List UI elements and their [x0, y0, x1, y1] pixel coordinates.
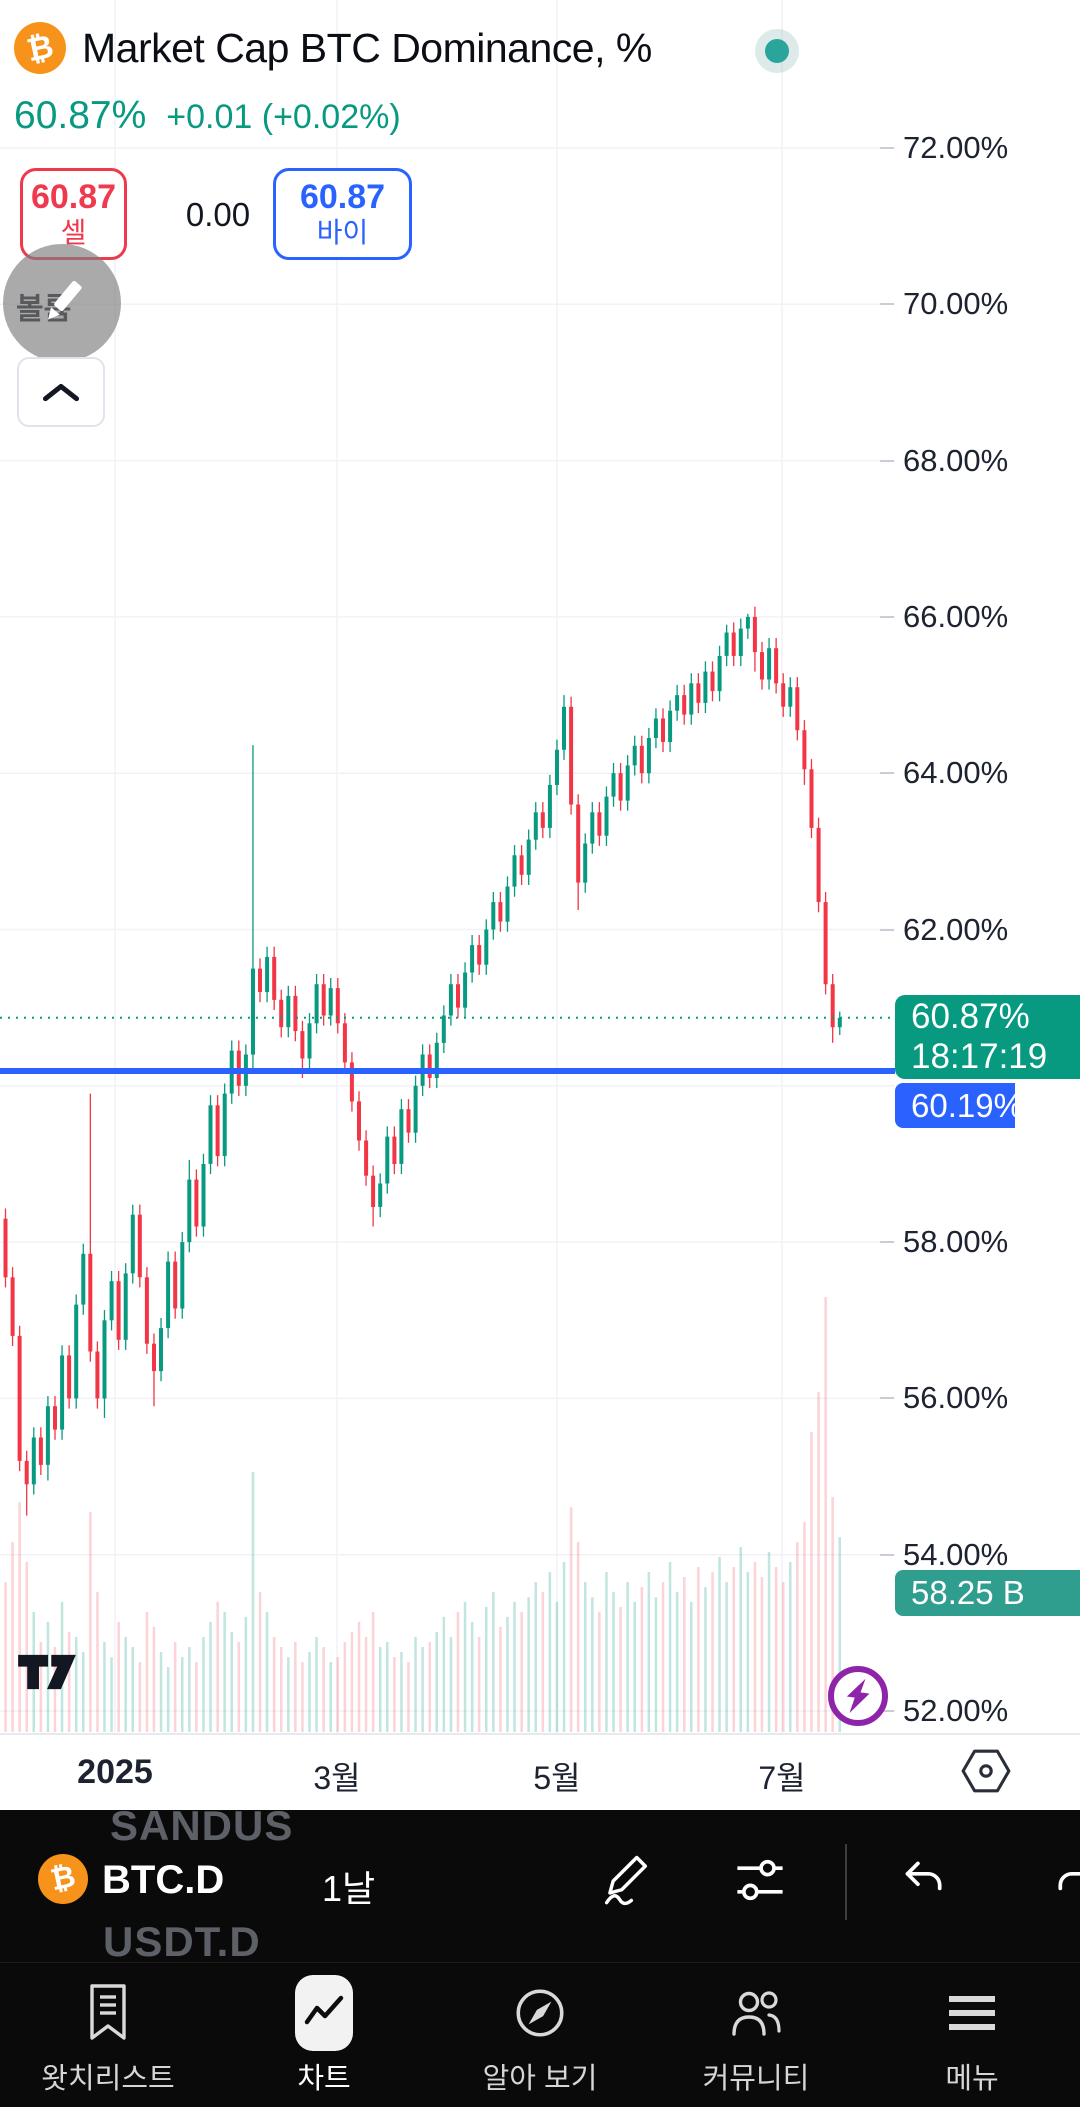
price-scale-label: 68.00%	[903, 442, 1009, 478]
undo-button[interactable]	[894, 1854, 948, 1909]
price-change: +0.01 (+0.02%)	[166, 98, 401, 136]
price-row: 60.87% +0.01 (+0.02%)	[14, 94, 401, 138]
last-price: 60.87%	[14, 94, 147, 137]
collapse-header-button[interactable]	[17, 357, 105, 427]
draw-pencil-icon	[604, 1855, 648, 1906]
chart-icon	[295, 1975, 353, 2051]
price-scale-label: 64.00%	[903, 755, 1009, 791]
spread-value: 0.00	[185, 196, 251, 233]
indicator-settings-button[interactable]	[732, 1854, 788, 1911]
price-scale-label: 66.00%	[903, 598, 1009, 634]
symbol-title: Market Cap BTC Dominance, %	[82, 24, 652, 71]
redo-button[interactable]	[1052, 1854, 1080, 1909]
draw-fab-button[interactable]	[3, 244, 121, 362]
blue-line-value: 60.19%	[911, 1086, 1023, 1124]
time-scale-label: 7월	[758, 1760, 806, 1796]
chevron-up-icon	[42, 383, 80, 402]
hexagon-settings-icon	[961, 1749, 1011, 1793]
price-scale-tick	[880, 459, 894, 462]
tradingview-logo[interactable]	[16, 1648, 78, 1701]
nav-watchlist[interactable]: 왓치리스트	[0, 1963, 216, 2107]
price-scale-tick	[880, 303, 894, 306]
undo-icon	[905, 1861, 942, 1891]
sliders-icon	[737, 1859, 783, 1901]
price-scale-tick	[880, 1241, 894, 1244]
time-scale-label: 5월	[533, 1760, 581, 1796]
price-scale-tick	[880, 928, 894, 931]
volume-value-tag: 58.25 B	[895, 1570, 1080, 1616]
nav-chart[interactable]: 차트	[216, 1963, 432, 2107]
symbol-header[interactable]: ₿ Market Cap BTC Dominance, %	[14, 22, 652, 74]
bar-countdown: 18:17:19	[911, 1037, 1048, 1076]
toolbar-divider	[845, 1844, 847, 1920]
nav-explore[interactable]: 알아 보기	[432, 1963, 648, 2107]
price-scale-label: 72.00%	[903, 130, 1009, 165]
volume-value: 58.25 B	[911, 1574, 1025, 1611]
buy-button[interactable]: 60.87 바이	[273, 168, 412, 260]
price-scale-label: 62.00%	[903, 911, 1009, 947]
last-price-tag-value: 60.87%	[911, 997, 1030, 1036]
time-scale[interactable]: 2025 3월 5월 7월	[0, 1733, 1080, 1809]
price-scale-tick	[880, 615, 894, 618]
market-status-dot[interactable]	[765, 39, 789, 63]
hamburger-menu-icon	[946, 1973, 998, 2053]
sell-price: 60.87	[30, 178, 117, 217]
lightning-icon	[846, 1678, 870, 1713]
price-scale-label: 58.00%	[903, 1224, 1009, 1260]
price-scale-tick	[880, 1553, 894, 1556]
price-scale[interactable]: 52.00% 54.00% 56.00% 58.00% 62.00% 64.00% 66.0…	[880, 0, 1080, 1733]
price-scale-label: 70.00%	[903, 286, 1009, 322]
chart-settings-button[interactable]	[960, 1748, 1012, 1799]
nav-community[interactable]: 커뮤니티	[648, 1963, 864, 2107]
compass-icon	[511, 1973, 569, 2053]
watchlist-icon	[82, 1973, 134, 2053]
nav-explore-label: 알아 보기	[482, 2063, 598, 2095]
redo-icon	[1058, 1871, 1080, 1891]
sell-label: 셀	[60, 217, 87, 249]
buy-price: 60.87	[299, 178, 386, 217]
price-scale-tick	[880, 1397, 894, 1400]
nav-menu[interactable]: 메뉴	[864, 1963, 1080, 2107]
blue-line-price-tag: 60.19%	[895, 1083, 1023, 1128]
time-scale-label: 3월	[313, 1760, 361, 1796]
nav-menu-label: 메뉴	[945, 2063, 999, 2095]
last-price-tag: 60.87% 18:17:19	[895, 995, 1080, 1079]
ghost-symbol-top: SANDUS	[110, 1810, 294, 1849]
toolbar-symbol-button[interactable]: BTC.D	[102, 1858, 225, 1902]
draw-tool-button[interactable]	[598, 1850, 654, 1913]
nav-community-label: 커뮤니티	[702, 2063, 810, 2095]
interval-button[interactable]: 1날	[322, 1868, 376, 1909]
price-scale-tick	[880, 147, 894, 149]
price-scale-tick	[880, 1710, 894, 1712]
bitcoin-icon: ₿	[14, 22, 66, 74]
toolbar-bitcoin-icon[interactable]: ₿	[38, 1854, 88, 1904]
price-scale-label: 54.00%	[903, 1536, 1009, 1572]
time-scale-label: 2025	[77, 1753, 153, 1791]
bottom-navigation: 왓치리스트 차트 알아 보기	[0, 1962, 1080, 2107]
community-icon	[725, 1973, 787, 2053]
nav-chart-label: 차트	[297, 2063, 351, 2095]
buy-label: 바이	[316, 217, 369, 249]
ghost-symbol-bottom: USDT.D	[103, 1918, 261, 1962]
price-scale-label: 52.00%	[903, 1693, 1009, 1728]
pencil-icon	[48, 281, 82, 320]
chart-toolbar: SANDUS USDT.D ₿ BTC.D 1날	[0, 1810, 1080, 1962]
lightning-button[interactable]	[828, 1666, 888, 1726]
price-scale-label: 56.00%	[903, 1380, 1009, 1416]
price-scale-tick	[880, 772, 894, 775]
nav-watchlist-label: 왓치리스트	[41, 2063, 175, 2095]
